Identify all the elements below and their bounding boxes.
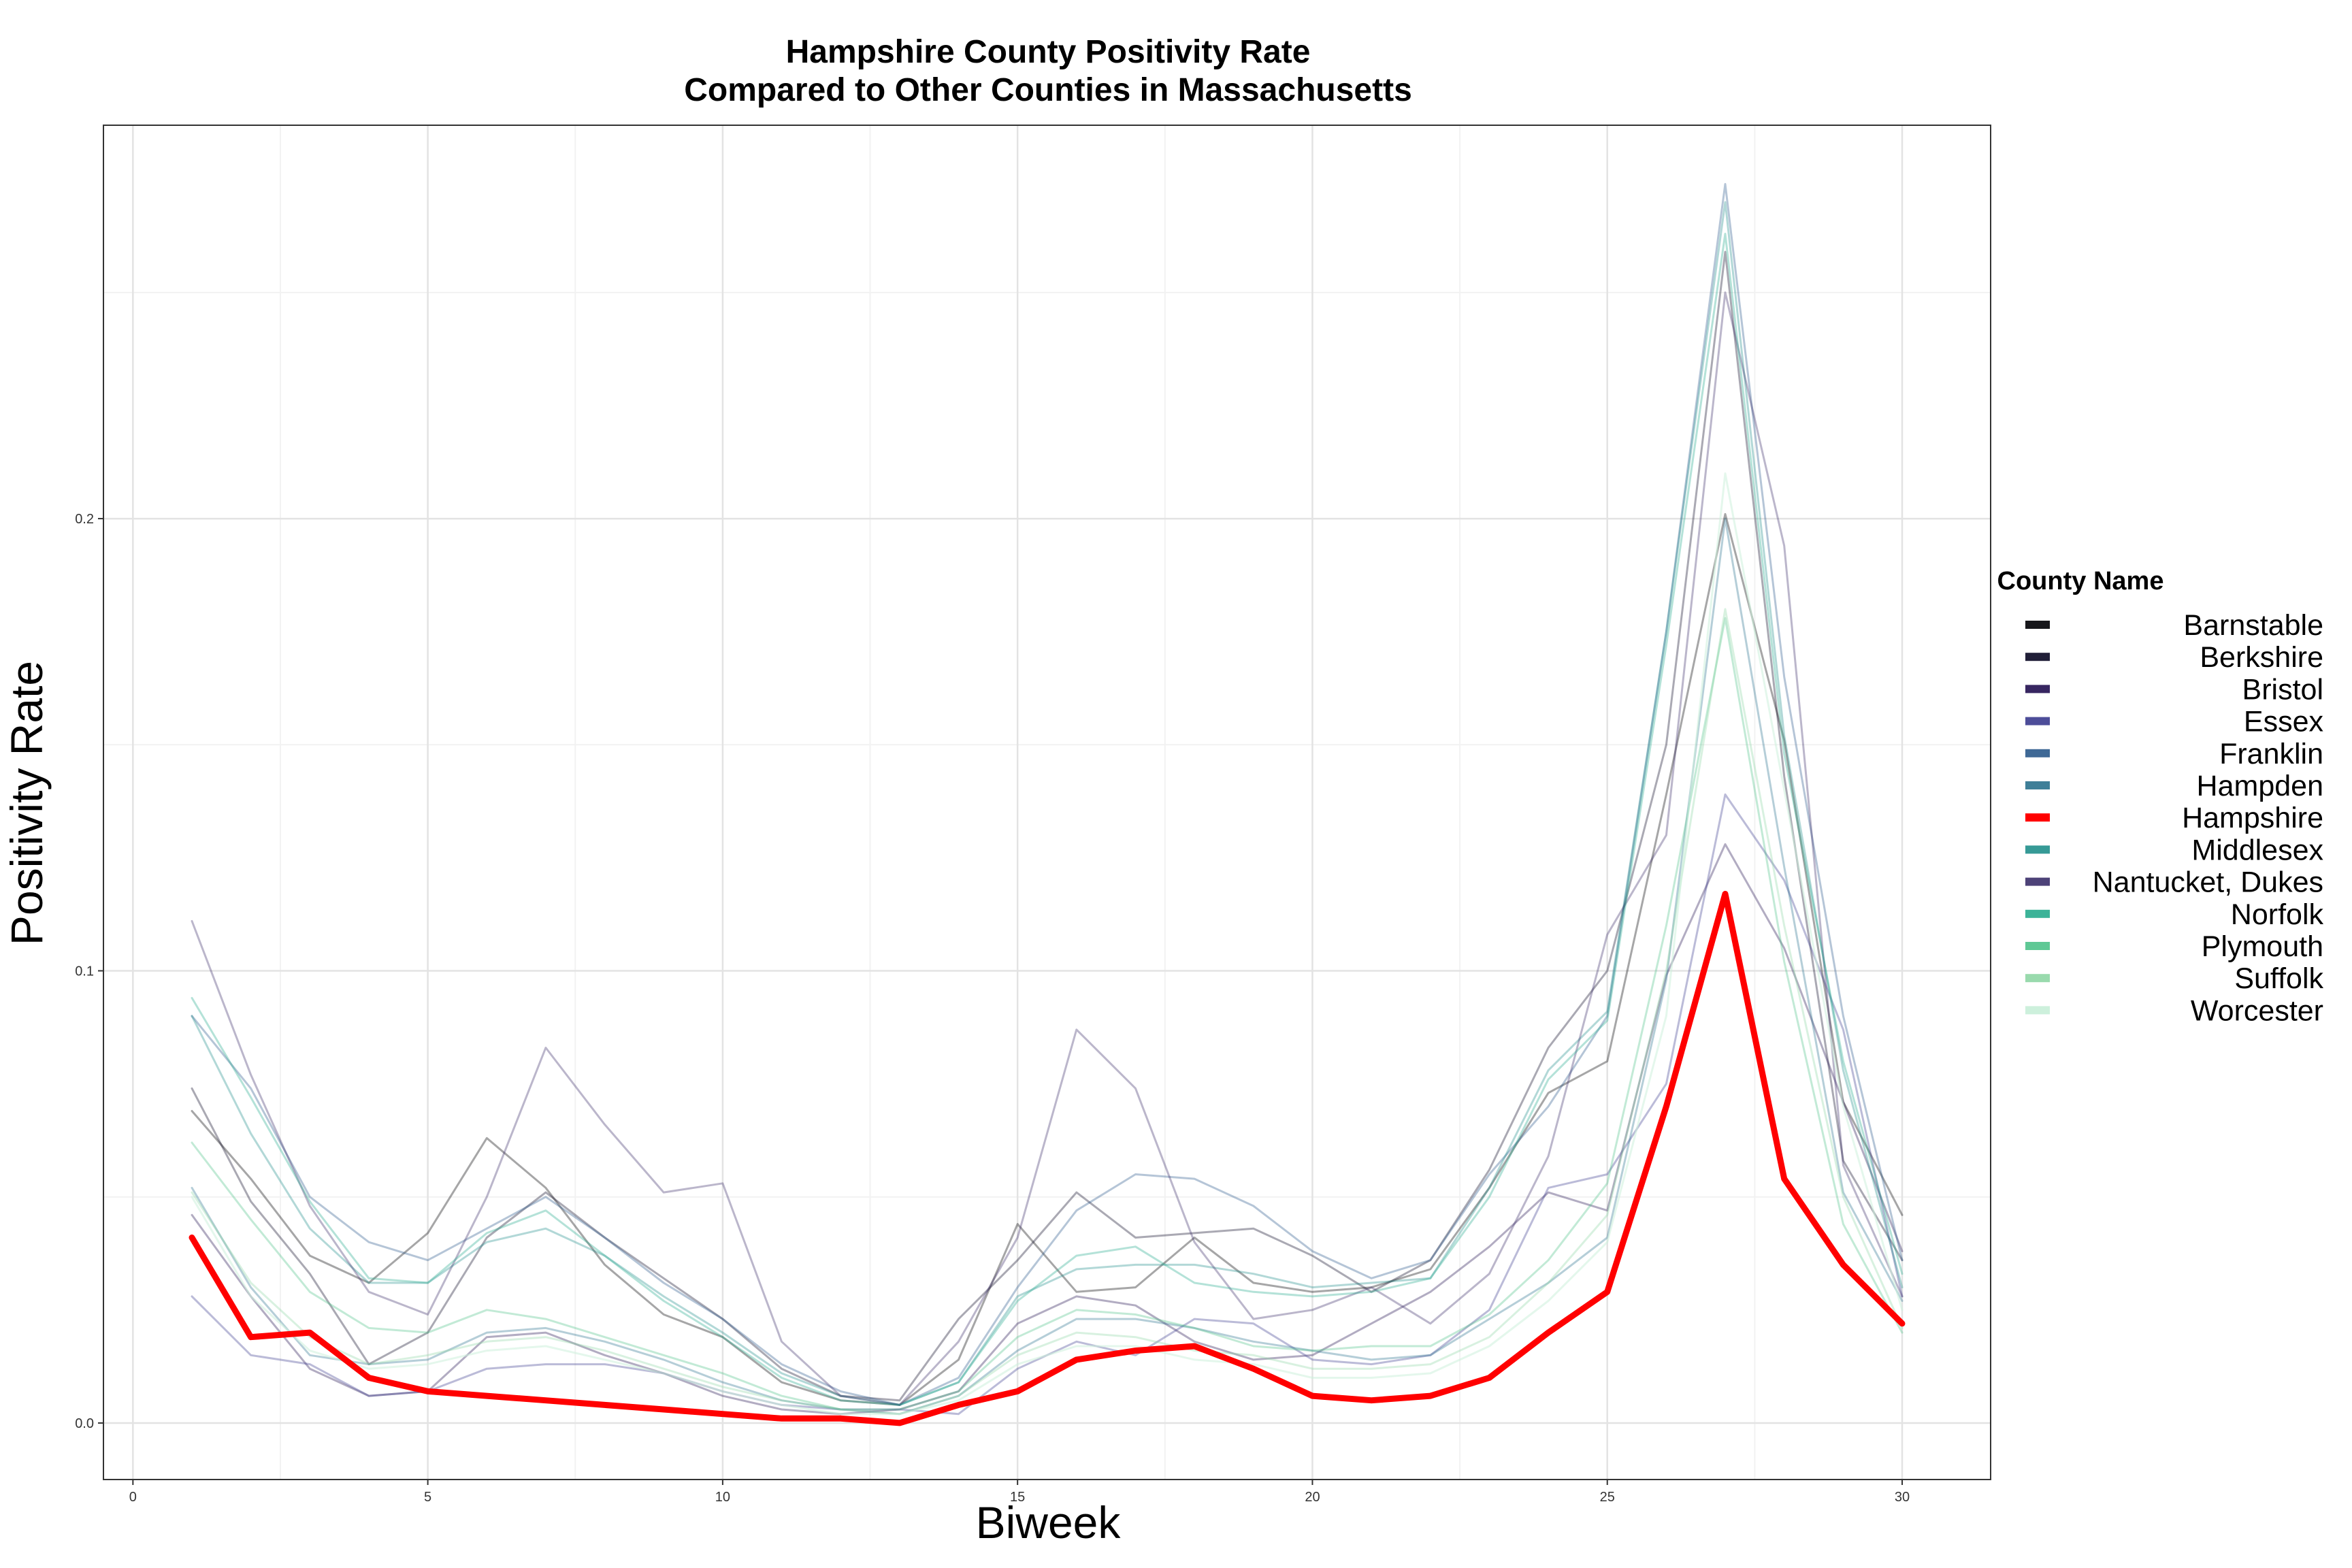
- legend-label: Plymouth: [2202, 930, 2323, 963]
- x-tick-label: 20: [1305, 1490, 1320, 1505]
- legend-label: Hampden: [2197, 770, 2323, 802]
- x-tick-label: 30: [1895, 1490, 1910, 1505]
- series-line-worcester: [191, 472, 1904, 1416]
- legend-key: [2025, 877, 2050, 886]
- legend-label: Norfolk: [2231, 898, 2324, 931]
- legend-label: Bristol: [2242, 673, 2323, 706]
- legend-key: [2025, 813, 2050, 822]
- legend-label: Franklin: [2219, 738, 2323, 770]
- legend-label: Hampshire: [2182, 802, 2323, 834]
- x-tick-label: 10: [715, 1490, 730, 1505]
- legend-key: [2025, 1006, 2050, 1015]
- series-line-norfolk: [191, 233, 1904, 1406]
- chart-title-line-1: Hampshire County Positivity Rate: [786, 34, 1311, 70]
- series-line-hampden: [191, 517, 1904, 1416]
- legend-key: [2025, 717, 2050, 725]
- x-tick-label: 15: [1010, 1490, 1025, 1505]
- series-line-berkshire: [191, 250, 1904, 1402]
- series-lines: [189, 182, 1906, 1426]
- x-tick-label: 0: [129, 1490, 137, 1505]
- series-line-franklin: [191, 182, 1904, 1406]
- legend-key: [2025, 653, 2050, 662]
- legend-label: Middlesex: [2191, 834, 2323, 866]
- x-axis-title: Biweek: [976, 1497, 1122, 1548]
- series-line-middlesex: [191, 201, 1904, 1406]
- legend-label: Barnstable: [2183, 609, 2323, 642]
- legend-label: Worcester: [2191, 994, 2323, 1027]
- y-tick-label: 0.1: [75, 964, 94, 979]
- legend-key: [2025, 749, 2050, 757]
- legend-key: [2025, 909, 2050, 918]
- legend-key: [2025, 685, 2050, 693]
- x-tick-label: 25: [1600, 1490, 1615, 1505]
- legend-key: [2025, 974, 2050, 983]
- grid-lines: [103, 125, 1991, 1480]
- legend-key: [2025, 621, 2050, 629]
- series-line-plymouth: [191, 617, 1904, 1411]
- legend-label: Suffolk: [2234, 962, 2323, 995]
- series-line-suffolk: [191, 608, 1904, 1416]
- legend-label: Berkshire: [2200, 641, 2323, 674]
- legend-title: County Name: [1997, 567, 2164, 595]
- legend-key: [2025, 942, 2050, 950]
- y-tick-label: 0.2: [75, 512, 94, 527]
- y-tick-label: 0.0: [75, 1416, 94, 1431]
- series-line-barnstable: [191, 512, 1904, 1406]
- chart-title-line-2: Compared to Other Counties in Massachuse…: [684, 72, 1412, 108]
- axis-ticks: 0 5 10 15 20 25 30 0.0 0.1 0.2: [75, 512, 1910, 1505]
- legend-label: Essex: [2244, 706, 2324, 738]
- series-line-hampshire: [189, 891, 1906, 1426]
- series-line-nantucket-dukes: [191, 291, 1904, 1406]
- legend-label: Nantucket, Dukes: [2093, 866, 2323, 899]
- legend: County Name BarnstableBerkshireBristolEs…: [1997, 567, 2324, 1027]
- legend-items: BarnstableBerkshireBristolEssexFranklinH…: [2025, 609, 2323, 1027]
- legend-key: [2025, 845, 2050, 854]
- legend-key: [2025, 781, 2050, 789]
- plot-panel-border: [103, 125, 1991, 1480]
- x-tick-label: 5: [424, 1490, 431, 1505]
- series-line-bristol: [191, 843, 1904, 1416]
- y-axis-title: Positivity Rate: [1, 661, 52, 945]
